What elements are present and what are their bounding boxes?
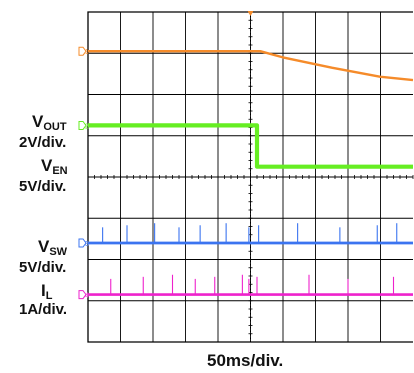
ch1-scale-label: 2V/div. xyxy=(19,134,67,151)
channel-markers: 1 2 3 4 xyxy=(78,46,89,300)
channel-marker-label: 4 xyxy=(85,293,89,300)
ch4-signal-label: IL xyxy=(41,281,53,302)
ch2-signal-label: VEN xyxy=(41,156,68,177)
channel-marker-label: 1 xyxy=(85,49,89,56)
trigger-marker xyxy=(247,11,254,16)
channel-4-marker: 4 xyxy=(78,290,89,300)
channel-marker-label: 2 xyxy=(85,123,89,130)
x-scale-label: 50ms/div. xyxy=(207,351,284,370)
channel-1-marker: 1 xyxy=(78,46,89,56)
grid xyxy=(87,11,414,343)
channel-marker-label: 3 xyxy=(85,241,89,248)
ch3-scale-label: 5V/div. xyxy=(19,259,67,276)
traces xyxy=(88,50,414,296)
ch2-scale-label: 5V/div. xyxy=(19,178,67,195)
channel-2-marker: 2 xyxy=(78,120,89,130)
ch3-signal-label: VSW xyxy=(38,237,68,258)
ch4-scale-label: 1A/div. xyxy=(19,301,68,318)
trace-vout xyxy=(88,50,414,82)
ch1-signal-label: VOUT xyxy=(32,112,67,133)
channel-3-marker: 3 xyxy=(78,238,89,248)
trace-ven xyxy=(88,123,413,169)
